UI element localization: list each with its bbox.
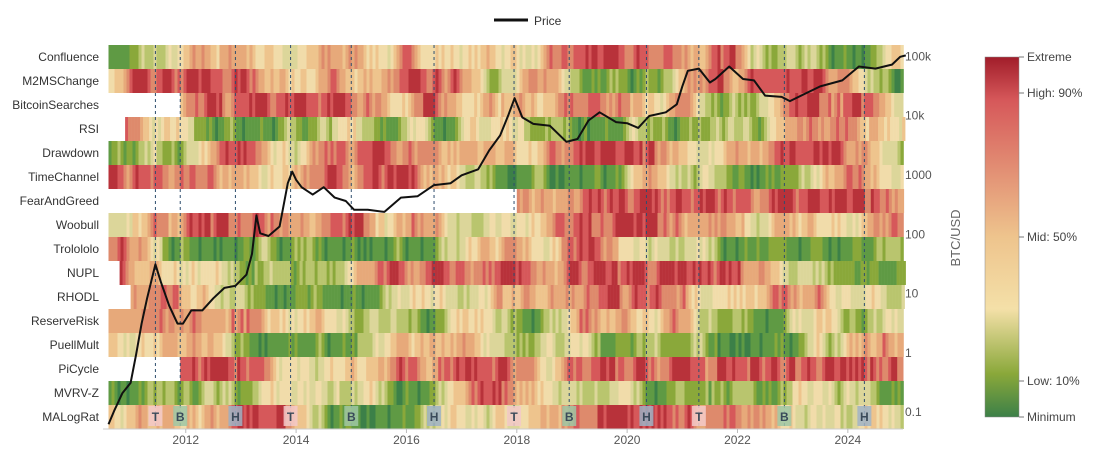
cycle-marker-label: B [565, 410, 574, 424]
row-label: RSI [79, 122, 99, 136]
row-label: PiCycle [58, 362, 99, 376]
y-tick-label: 1 [905, 346, 912, 360]
cycle-marker-label: H [642, 410, 651, 424]
heatmap-row-trolololo [108, 237, 904, 261]
y-tick-label: 100k [905, 49, 932, 63]
cycle-marker-label: H [231, 410, 240, 424]
x-axis: 2012 2014 2016 2018 2020 2022 2024 [103, 428, 903, 447]
heatmap-row-timechannel [108, 165, 904, 189]
x-tick-label: 2020 [614, 433, 641, 447]
row-label: FearAndGreed [20, 194, 99, 208]
row-label: ReserveRisk [31, 314, 100, 328]
cycle-marker-badge [507, 406, 522, 426]
heatmap-row-m2mschange [108, 69, 904, 93]
heatmap-row-mvrv-z [108, 381, 904, 405]
cycle-marker-badge [857, 406, 872, 426]
row-label: Confluence [38, 50, 99, 64]
cycle-marker-label: B [347, 410, 356, 424]
heatmap-row-woobull [108, 213, 904, 237]
x-tick-label: 2014 [283, 433, 310, 447]
row-label: MVRV-Z [54, 386, 99, 400]
colorbar-label: Minimum [1027, 410, 1076, 424]
row-label: PuellMult [50, 338, 100, 352]
heatmap-row-bitcoinsearches [180, 93, 904, 117]
heatmap-rows [108, 45, 906, 429]
cycle-marker-badge [148, 406, 163, 426]
cycle-marker-label: H [430, 410, 439, 424]
x-tick-label: 2016 [393, 433, 420, 447]
cycle-marker-badge [639, 406, 654, 426]
y-axis: BTC/USD 0.1 1 10 100 1000 10k 100k [905, 49, 963, 419]
cycle-marker-label: B [176, 410, 185, 424]
cycle-marker-badge [562, 406, 577, 426]
row-label: RHODL [57, 290, 99, 304]
y-tick-label: 10k [905, 109, 925, 123]
colorbar-gradient [984, 56, 1020, 418]
cycle-marker-label: T [695, 410, 703, 424]
heatmap-row-rhodl [130, 285, 905, 309]
row-label: M2MSChange [22, 74, 99, 88]
row-label: NUPL [67, 266, 99, 280]
y-tick-label: 0.1 [905, 405, 922, 419]
row-label: BitcoinSearches [12, 98, 99, 112]
price-line [107, 54, 907, 425]
x-tick-label: 2012 [172, 433, 199, 447]
y-tick-label: 10 [905, 287, 919, 301]
heatmap-row-confluence [108, 45, 904, 69]
row-labels: Confluence M2MSChange BitcoinSearches RSI Dr… [12, 50, 100, 424]
cycle-marker-badge [344, 406, 359, 426]
price-series [107, 54, 907, 425]
cycle-marker-label: T [152, 410, 160, 424]
y-tick-label: 1000 [905, 168, 932, 182]
legend-label: Price [534, 14, 562, 28]
cycle-marker-badge [777, 406, 792, 426]
colorbar-label: Mid: 50% [1027, 230, 1077, 244]
heatmap-row-picycle [180, 357, 904, 381]
heatmap-row-reserverisk [108, 309, 904, 333]
row-label: Drawdown [42, 146, 99, 160]
cycle-marker-badge [427, 406, 442, 426]
cycle-marker-label: H [860, 410, 869, 424]
cycle-marker-label: T [287, 410, 295, 424]
row-label: MALogRat [42, 410, 99, 424]
row-label: Trolololo [53, 242, 99, 256]
x-tick-label: 2022 [724, 433, 751, 447]
y-tick-label: 100 [905, 227, 925, 241]
cycle-marker-label: B [780, 410, 789, 424]
heatmap-row-drawdown [108, 141, 904, 165]
colorbar-label: High: 90% [1027, 86, 1083, 100]
colorbar-label: Extreme [1027, 50, 1072, 64]
cycle-marker-badge [691, 406, 706, 426]
heatmap-row-nupl [119, 261, 906, 285]
heatmap-row-rsi [125, 117, 906, 141]
cycle-marker-badge [283, 406, 298, 426]
row-label: TimeChannel [28, 170, 99, 184]
colorbar: Extreme High: 90% Mid: 50% Low: 10% Minimum [984, 50, 1083, 424]
x-tick-label: 2024 [834, 433, 861, 447]
x-tick-label: 2018 [503, 433, 530, 447]
heatmap-row-fearandgreed [516, 189, 905, 213]
cycle-marker-badge [228, 406, 243, 426]
colorbar-label: Low: 10% [1027, 374, 1080, 388]
legend: Price [494, 14, 562, 28]
cycle-marker-label: T [510, 410, 518, 424]
cycle-marker-badge [173, 406, 188, 426]
y-axis-label: BTC/USD [948, 209, 963, 266]
row-label: Woobull [56, 218, 99, 232]
